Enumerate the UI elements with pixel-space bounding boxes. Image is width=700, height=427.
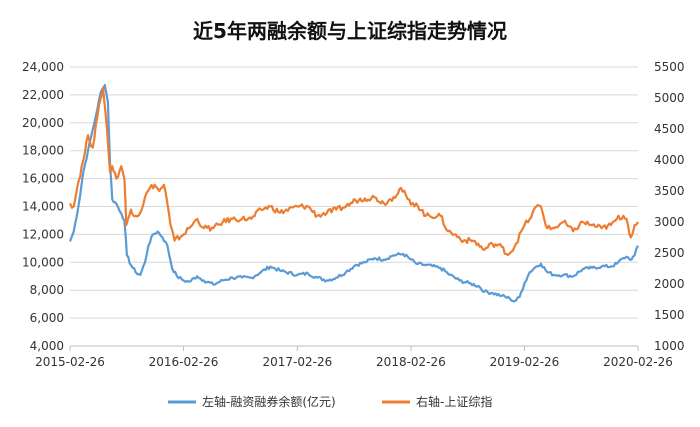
grid [70, 66, 638, 347]
left-tick-label: 20,000 [22, 116, 64, 130]
x-tick-label: 2018-02-26 [376, 355, 446, 369]
right-tick-label: 4500 [654, 122, 685, 136]
right-tick-label: 5000 [654, 91, 685, 105]
left-tick-label: 16,000 [22, 172, 64, 186]
right-tick-label: 3000 [654, 215, 685, 229]
right-tick-label: 1500 [654, 308, 685, 322]
left-tick-label: 18,000 [22, 144, 64, 158]
series-line-1 [68, 86, 639, 256]
left-tick-label: 24,000 [22, 60, 64, 74]
right-tick-label: 1000 [654, 339, 685, 353]
left-tick-label: 4,000 [30, 339, 64, 353]
series-layer [68, 84, 639, 303]
right-tick-label: 4000 [654, 153, 685, 167]
x-tick-label: 2020-02-26 [603, 355, 673, 369]
legend: 左轴-融资融券余额(亿元) 右轴-上证综指 [168, 394, 492, 409]
x-tick-label: 2019-02-26 [490, 355, 560, 369]
left-tick-label: 22,000 [22, 88, 64, 102]
chart-title: 近5年两融余额与上证综指走势情况 [193, 19, 507, 43]
left-tick-label: 8,000 [30, 283, 64, 297]
left-tick-label: 14,000 [22, 200, 64, 214]
x-axis: 2015-02-26 2016-02-26 2017-02-26 2018-02-26… [35, 345, 673, 369]
x-tick-label: 2016-02-26 [149, 355, 219, 369]
left-tick-label: 12,000 [22, 227, 64, 241]
x-tick-label: 2015-02-26 [35, 355, 105, 369]
right-axis: 1000 1500 2000 2500 3000 3500 4000 4500 5000 5500 [654, 60, 685, 353]
left-tick-label: 6,000 [30, 311, 64, 325]
right-tick-label: 2000 [654, 277, 685, 291]
legend-label-left: 左轴-融资融券余额(亿元) [202, 394, 336, 409]
series-line-0 [68, 84, 639, 303]
left-tick-label: 10,000 [22, 255, 64, 269]
x-tick-label: 2017-02-26 [263, 355, 333, 369]
right-tick-label: 2500 [654, 246, 685, 260]
left-axis: 4,000 6,000 8,000 10,000 12,000 14,000 16,000 1… [22, 60, 64, 353]
right-tick-label: 5500 [654, 60, 685, 74]
right-tick-label: 3500 [654, 184, 685, 198]
legend-label-right: 右轴-上证综指 [416, 394, 492, 409]
